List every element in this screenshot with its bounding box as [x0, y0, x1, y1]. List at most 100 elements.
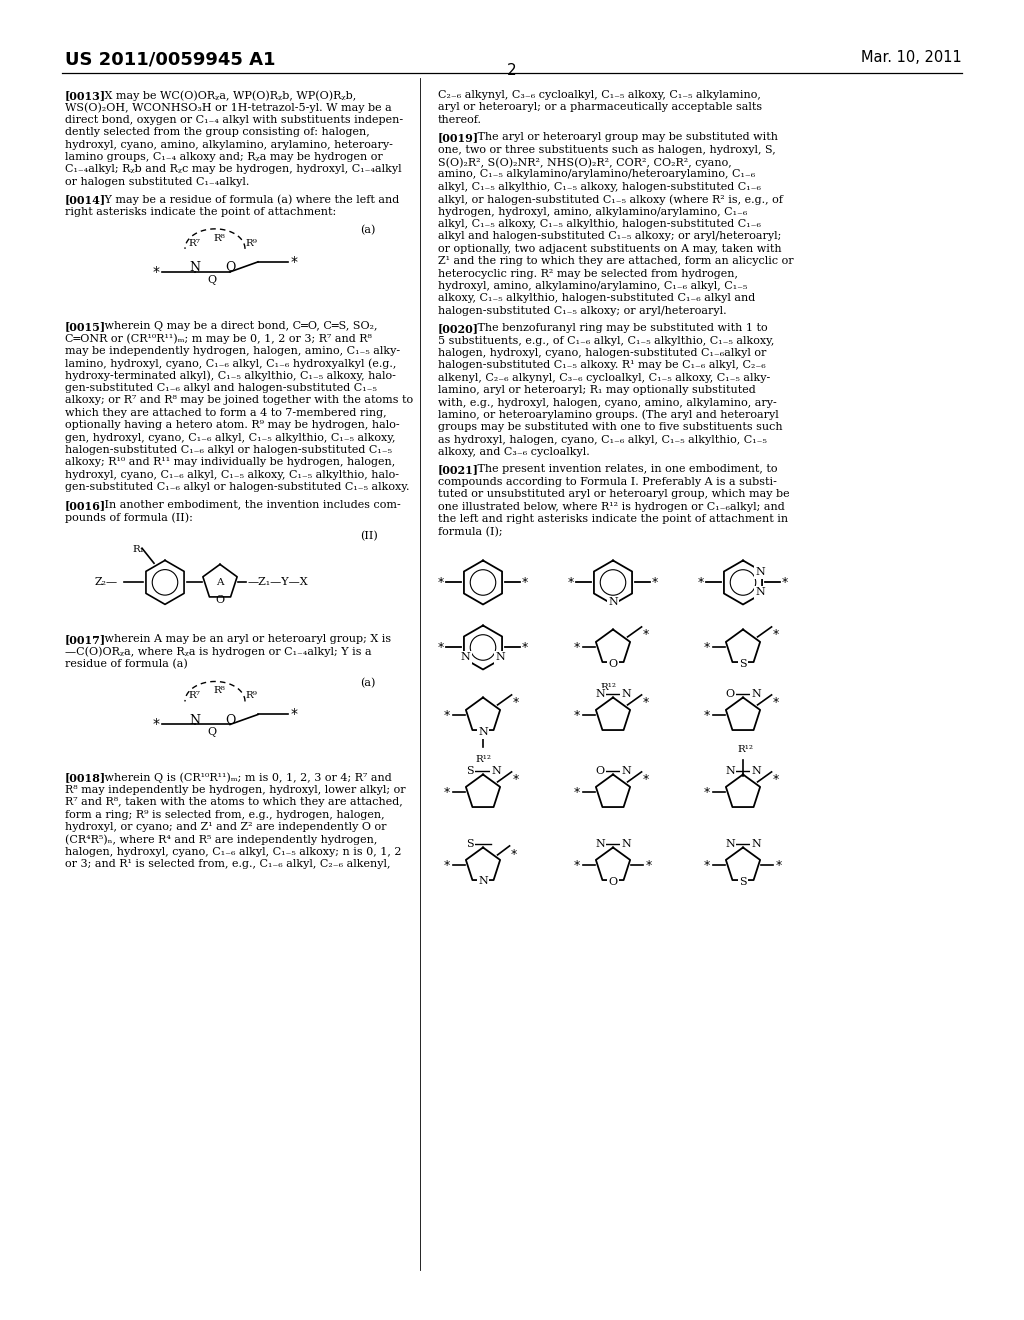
Text: wherein Q may be a direct bond, C═O, C═S, SO₂,: wherein Q may be a direct bond, C═O, C═S…	[94, 321, 378, 331]
Text: [0018]: [0018]	[65, 772, 106, 784]
Text: *: *	[443, 785, 451, 799]
Text: *: *	[153, 718, 160, 731]
Text: N: N	[756, 587, 765, 598]
Text: US 2011/0059945 A1: US 2011/0059945 A1	[65, 50, 275, 69]
Text: or halogen substituted C₁₋₄alkyl.: or halogen substituted C₁₋₄alkyl.	[65, 177, 250, 187]
Text: N: N	[752, 767, 761, 776]
Text: *: *	[438, 642, 444, 653]
Text: [0013]: [0013]	[65, 90, 106, 102]
Text: wherein A may be an aryl or heteroaryl group; X is: wherein A may be an aryl or heteroaryl g…	[94, 635, 391, 644]
Text: hydroxyl, cyano, amino, alkylamino, arylamino, heteroary-: hydroxyl, cyano, amino, alkylamino, aryl…	[65, 140, 393, 149]
Text: form a ring; R⁹ is selected from, e.g., hydrogen, halogen,: form a ring; R⁹ is selected from, e.g., …	[65, 809, 385, 820]
Text: R⁷: R⁷	[188, 239, 200, 248]
Text: N: N	[622, 840, 631, 850]
Text: hydroxyl, cyano, C₁₋₆ alkyl, C₁₋₅ alkoxy, C₁₋₅ alkylthio, halo-: hydroxyl, cyano, C₁₋₆ alkyl, C₁₋₅ alkoxy…	[65, 470, 399, 480]
Text: C═ONR or (CR¹⁰R¹¹)ₘ; m may be 0, 1, 2 or 3; R⁷ and R⁸: C═ONR or (CR¹⁰R¹¹)ₘ; m may be 0, 1, 2 or…	[65, 334, 372, 345]
Text: halogen-substituted C₁₋₅ alkoxy. R¹ may be C₁₋₆ alkyl, C₂₋₆: halogen-substituted C₁₋₅ alkoxy. R¹ may …	[438, 360, 766, 371]
Text: *: *	[512, 774, 519, 787]
Text: N: N	[478, 876, 487, 887]
Text: gen-substituted C₁₋₆ alkyl or halogen-substituted C₁₋₅ alkoxy.: gen-substituted C₁₋₆ alkyl or halogen-su…	[65, 482, 410, 492]
Text: *: *	[772, 774, 778, 787]
Text: alkoxy; or R⁷ and R⁸ may be joined together with the atoms to: alkoxy; or R⁷ and R⁸ may be joined toget…	[65, 396, 413, 405]
Text: *: *	[522, 642, 528, 653]
Text: lamino, or heteroarylamino groups. (The aryl and heteroaryl: lamino, or heteroarylamino groups. (The …	[438, 411, 778, 421]
Text: one illustrated below, where R¹² is hydrogen or C₁₋₆alkyl; and: one illustrated below, where R¹² is hydr…	[438, 502, 784, 512]
Text: *: *	[573, 709, 581, 722]
Text: with, e.g., hydroxyl, halogen, cyano, amino, alkylamino, ary-: with, e.g., hydroxyl, halogen, cyano, am…	[438, 397, 777, 408]
Text: halogen-substituted C₁₋₆ alkyl or halogen-substituted C₁₋₅: halogen-substituted C₁₋₆ alkyl or haloge…	[65, 445, 392, 455]
Text: R⁸: R⁸	[213, 234, 225, 243]
Text: Q: Q	[208, 727, 216, 738]
Text: halogen, hydroxyl, cyano, halogen-substituted C₁₋₆alkyl or: halogen, hydroxyl, cyano, halogen-substi…	[438, 348, 766, 358]
Text: *: *	[573, 642, 581, 653]
Text: or optionally, two adjacent substituents on A may, taken with: or optionally, two adjacent substituents…	[438, 244, 781, 253]
Text: lamino, aryl or heteroaryl; R₁ may optionally substituted: lamino, aryl or heteroaryl; R₁ may optio…	[438, 385, 756, 395]
Text: N: N	[478, 727, 487, 738]
Text: R⁸ may independently be hydrogen, hydroxyl, lower alkyl; or: R⁸ may independently be hydrogen, hydrox…	[65, 785, 406, 795]
Text: N: N	[756, 568, 765, 577]
Text: *: *	[642, 697, 648, 709]
Text: or 3; and R¹ is selected from, e.g., C₁₋₆ alkyl, C₂₋₆ alkenyl,: or 3; and R¹ is selected from, e.g., C₁₋…	[65, 859, 390, 870]
Text: Mar. 10, 2011: Mar. 10, 2011	[861, 50, 962, 65]
Text: *: *	[772, 628, 778, 642]
Text: *: *	[652, 576, 658, 589]
Text: thereof.: thereof.	[438, 115, 482, 125]
Text: alkyl, or halogen-substituted C₁₋₅ alkoxy (where R² is, e.g., of: alkyl, or halogen-substituted C₁₋₅ alkox…	[438, 194, 783, 205]
Text: The aryl or heteroaryl group may be substituted with: The aryl or heteroaryl group may be subs…	[467, 132, 778, 143]
Text: *: *	[573, 785, 581, 799]
Text: N: N	[595, 689, 605, 700]
Text: *: *	[646, 859, 652, 873]
Text: R⁹: R⁹	[245, 692, 257, 701]
Text: N: N	[189, 261, 201, 275]
Text: C₂₋₆ alkynyl, C₃₋₆ cycloalkyl, C₁₋₅ alkoxy, C₁₋₅ alkylamino,: C₂₋₆ alkynyl, C₃₋₆ cycloalkyl, C₁₋₅ alko…	[438, 90, 761, 100]
Text: *: *	[703, 642, 710, 653]
Text: aryl or heteroaryl; or a pharmaceutically acceptable salts: aryl or heteroaryl; or a pharmaceuticall…	[438, 103, 762, 112]
Text: —Z₁—Y—X: —Z₁—Y—X	[248, 577, 308, 587]
Text: Y may be a residue of formula (a) where the left and: Y may be a residue of formula (a) where …	[94, 194, 399, 205]
Text: *: *	[703, 859, 710, 873]
Text: (II): (II)	[360, 531, 378, 541]
Text: *: *	[522, 576, 528, 589]
Text: gen, hydroxyl, cyano, C₁₋₆ alkyl, C₁₋₅ alkylthio, C₁₋₅ alkoxy,: gen, hydroxyl, cyano, C₁₋₆ alkyl, C₁₋₅ a…	[65, 433, 395, 442]
Text: hydroxyl, or cyano; and Z¹ and Z² are independently O or: hydroxyl, or cyano; and Z¹ and Z² are in…	[65, 822, 386, 832]
Text: *: *	[443, 709, 451, 722]
Text: formula (I);: formula (I);	[438, 527, 503, 537]
Text: [0014]: [0014]	[65, 194, 106, 205]
Text: N: N	[492, 767, 501, 776]
Text: as hydroxyl, halogen, cyano, C₁₋₆ alkyl, C₁₋₅ alkylthio, C₁₋₅: as hydroxyl, halogen, cyano, C₁₋₆ alkyl,…	[438, 434, 767, 445]
Text: amino, C₁₋₅ alkylamino/arylamino/heteroarylamino, C₁₋₆: amino, C₁₋₅ alkylamino/arylamino/heteroa…	[438, 169, 756, 180]
Text: alkoxy; R¹⁰ and R¹¹ may individually be hydrogen, halogen,: alkoxy; R¹⁰ and R¹¹ may individually be …	[65, 458, 395, 467]
Text: dently selected from the group consisting of: halogen,: dently selected from the group consistin…	[65, 127, 370, 137]
Text: *: *	[291, 255, 298, 269]
Text: heterocyclic ring. R² may be selected from hydrogen,: heterocyclic ring. R² may be selected fr…	[438, 268, 738, 279]
Text: pounds of formula (II):: pounds of formula (II):	[65, 512, 193, 523]
Text: [0019]: [0019]	[438, 132, 479, 143]
Text: *: *	[776, 859, 782, 873]
Text: R⁷: R⁷	[188, 692, 200, 701]
Text: *: *	[568, 576, 574, 589]
Text: groups may be substituted with one to five substituents such: groups may be substituted with one to fi…	[438, 422, 782, 433]
Text: R¹²: R¹²	[600, 684, 616, 693]
Text: Z₂—: Z₂—	[95, 577, 118, 587]
Text: —C(O)ORᵪa, where Rᵪa is hydrogen or C₁₋₄alkyl; Y is a: —C(O)ORᵪa, where Rᵪa is hydrogen or C₁₋₄…	[65, 647, 372, 657]
Text: N: N	[461, 652, 471, 663]
Text: *: *	[438, 576, 444, 589]
Text: C₁₋₄alkyl; Rᵪb and Rᵪc may be hydrogen, hydroxyl, C₁₋₄alkyl: C₁₋₄alkyl; Rᵪb and Rᵪc may be hydrogen, …	[65, 165, 401, 174]
Text: *: *	[703, 709, 710, 722]
Text: *: *	[512, 697, 519, 709]
Text: (a): (a)	[360, 677, 376, 688]
Text: A: A	[216, 578, 224, 587]
Text: R⁷ and R⁸, taken with the atoms to which they are attached,: R⁷ and R⁸, taken with the atoms to which…	[65, 797, 402, 808]
Text: *: *	[698, 576, 705, 589]
Text: [0017]: [0017]	[65, 635, 106, 645]
Text: one, two or three substituents such as halogen, hydroxyl, S,: one, two or three substituents such as h…	[438, 145, 776, 154]
Text: N: N	[622, 689, 631, 700]
Text: R⁸: R⁸	[213, 686, 225, 696]
Text: lamino groups, C₁₋₄ alkoxy and; Rᵪa may be hydrogen or: lamino groups, C₁₋₄ alkoxy and; Rᵪa may …	[65, 152, 383, 162]
Text: *: *	[703, 785, 710, 799]
Text: O: O	[215, 595, 224, 606]
Text: N: N	[608, 598, 617, 607]
Text: alkoxy, and C₃₋₆ cycloalkyl.: alkoxy, and C₃₋₆ cycloalkyl.	[438, 447, 590, 457]
Text: R₁: R₁	[132, 545, 144, 554]
Text: WS(O)₂OH, WCONHSO₃H or 1H-tetrazol-5-yl. W may be a: WS(O)₂OH, WCONHSO₃H or 1H-tetrazol-5-yl.…	[65, 103, 392, 114]
